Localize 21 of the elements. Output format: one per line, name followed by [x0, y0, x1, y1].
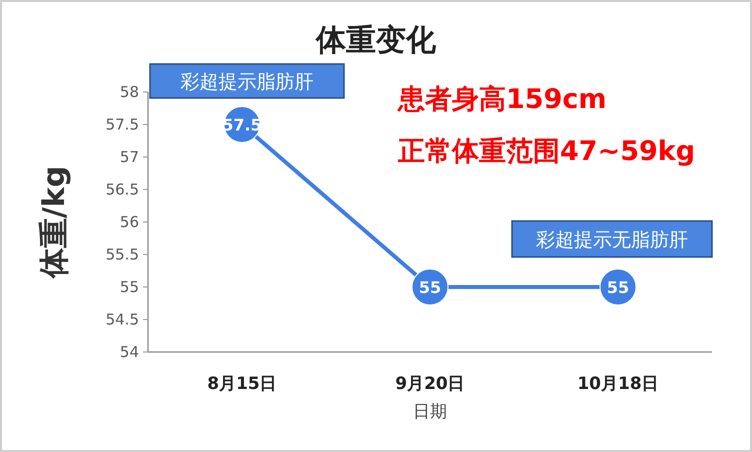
y-tick-label: 58 [120, 83, 139, 101]
y-tick-label: 55.5 [106, 246, 139, 264]
y-tick-label: 54 [120, 343, 139, 361]
x-tick-label: 10月18日 [577, 374, 659, 394]
annotation: 彩超提示脂肪肝 [180, 71, 314, 93]
y-tick-label: 56 [120, 213, 139, 231]
annotation: 患者身高159cm [397, 84, 606, 115]
y-tick-label: 55 [120, 278, 139, 296]
data-label: 55 [606, 278, 630, 297]
x-tick-label: 9月20日 [395, 374, 465, 394]
x-axis-title: 日期 [413, 402, 447, 422]
y-tick-label: 57 [120, 148, 139, 166]
chart-title: 体重变化 [315, 23, 437, 58]
y-tick-label: 57.5 [106, 116, 139, 134]
annotation: 彩超提示无脂肪肝 [536, 229, 688, 251]
y-axis-title: 体重/kg [37, 166, 72, 280]
y-tick-label: 56.5 [106, 180, 139, 198]
x-tick-label: 8月15日 [207, 374, 277, 394]
data-label: 55 [418, 278, 442, 297]
annotation: 正常体重范围47~59kg [397, 136, 696, 167]
y-tick-label: 54.5 [106, 310, 139, 328]
